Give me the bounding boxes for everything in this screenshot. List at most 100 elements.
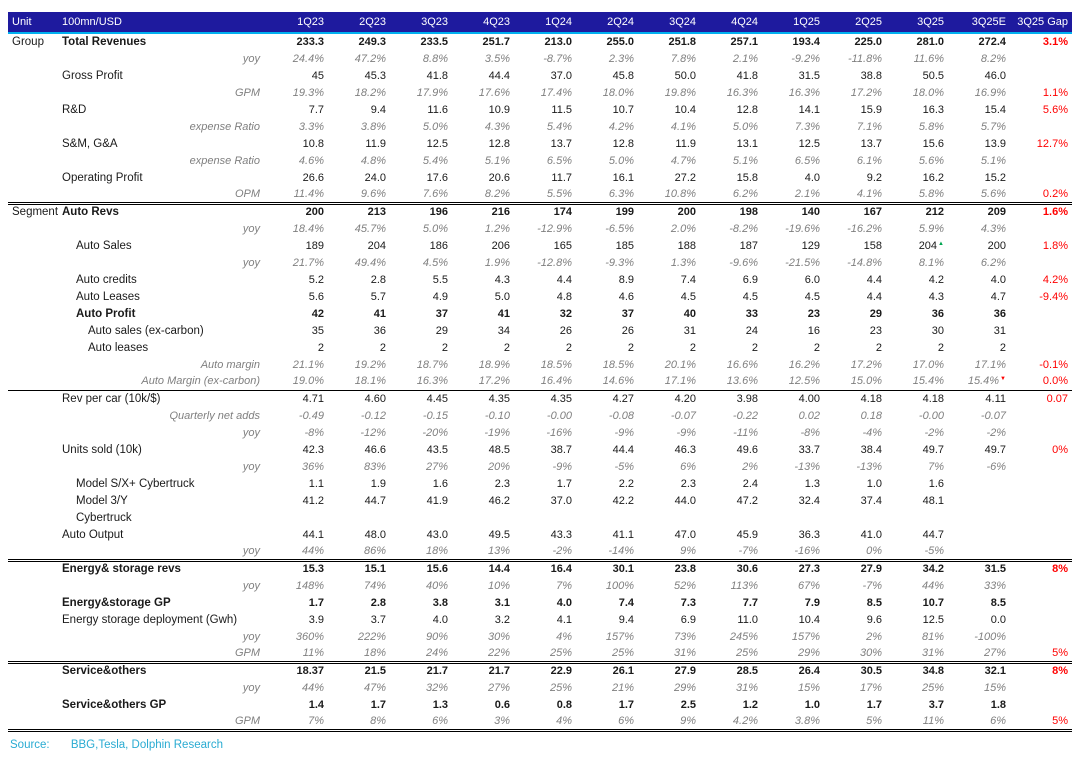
- value-cell: 27%: [487, 681, 510, 694]
- value-cell: 26: [559, 324, 572, 337]
- section-label: [8, 254, 60, 271]
- value-cell: 6.3%: [608, 187, 634, 200]
- value-cell: 8.2%: [484, 187, 510, 200]
- value-cell: 165: [553, 239, 572, 252]
- table-row: yoy 360% 222% 90% 30% 4% 157% 73% 245% 157% 2% 81% -…: [8, 628, 1072, 645]
- value-cell: 18.7%: [416, 358, 448, 371]
- value-cell: 42.3: [302, 443, 324, 456]
- row-label: yoy: [242, 222, 260, 235]
- value-cell: 10.8%: [664, 187, 696, 200]
- value-cell: 41: [497, 307, 510, 320]
- value-cell: 2.3: [494, 477, 510, 490]
- gap-cell: -0.1%: [1039, 358, 1068, 371]
- value-cell: 15.8: [736, 171, 758, 184]
- value-cell: 13.9: [984, 137, 1006, 150]
- table-row: Gross Profit 45 45.3 41.8 44.4 37.0 45.8 50.0 41…: [8, 67, 1072, 84]
- value-cell: 272.4: [978, 36, 1006, 48]
- table-row: Model 3/Y 41.2 44.7 41.9 46.2 37.0 42.2 44.0 47.…: [8, 492, 1072, 509]
- value-cell: 12.8: [736, 103, 758, 116]
- value-cell: -11.8%: [847, 52, 882, 65]
- value-cell: 3.5%: [484, 52, 510, 65]
- value-cell: 4%: [556, 714, 572, 727]
- value-cell: [638, 509, 700, 526]
- table-row: S&M, G&A 10.8 11.9 12.5 12.8 13.7 12.8 11.9 13.1…: [8, 135, 1072, 152]
- value-cell: 5.1%: [732, 154, 758, 167]
- value-cell: 4.1%: [670, 120, 696, 133]
- value-cell: [390, 509, 452, 526]
- value-cell: 27.9: [860, 563, 882, 576]
- value-cell: 16.4: [550, 563, 572, 576]
- value-cell: -0.10: [484, 409, 510, 422]
- value-cell: 2%: [866, 630, 882, 643]
- value-cell: 2: [751, 341, 758, 354]
- value-cell: -8%: [800, 426, 820, 439]
- value-cell: 18.5%: [540, 358, 572, 371]
- row-label: Operating Profit: [62, 171, 143, 184]
- value-cell: 5.6%: [980, 187, 1006, 200]
- gap-cell: [1010, 594, 1072, 611]
- value-cell: 44.0: [674, 494, 696, 507]
- value-cell: -2%: [986, 426, 1006, 439]
- value-cell: 2: [689, 341, 696, 354]
- value-cell: 12.5: [426, 137, 448, 150]
- value-cell: 10.7: [612, 103, 634, 116]
- value-cell: 7%: [308, 714, 324, 727]
- value-cell: 198: [739, 206, 758, 219]
- value-cell: [762, 509, 824, 526]
- value-cell: 27%: [983, 646, 1006, 659]
- section-label: [8, 424, 60, 441]
- gap-cell: 0.2%: [1042, 187, 1068, 200]
- value-cell: 27.2: [674, 171, 696, 184]
- value-cell: 45.9: [736, 528, 758, 541]
- value-cell: 18%: [425, 544, 448, 557]
- section-label: [8, 594, 60, 611]
- value-cell: 1.4: [308, 698, 324, 711]
- value-cell: [948, 543, 1010, 560]
- value-cell: 42: [311, 307, 324, 320]
- value-cell: 257.1: [730, 36, 758, 48]
- value-cell: 86%: [363, 544, 386, 557]
- table-row: yoy 44% 47% 32% 27% 25% 21% 29% 31% 15% 17% 25% 15%: [8, 679, 1072, 696]
- value-cell: 20.1%: [664, 358, 696, 371]
- value-cell: 2.1%: [732, 52, 758, 65]
- value-cell: -7%: [862, 579, 882, 592]
- value-cell: 0.18: [860, 409, 882, 422]
- value-cell: 16.3: [922, 103, 944, 116]
- section-label: [8, 84, 60, 101]
- value-cell: 3.1: [494, 596, 510, 609]
- value-cell: 17.1%: [664, 375, 696, 388]
- gap-cell: [1010, 509, 1072, 526]
- value-cell: 196: [429, 206, 448, 219]
- value-cell: 30: [931, 324, 944, 337]
- value-cell: 44%: [301, 681, 324, 694]
- value-cell: 11.9: [675, 137, 696, 150]
- gap-cell: 8%: [1052, 665, 1068, 678]
- value-cell: 16.2%: [788, 358, 820, 371]
- value-cell: 7.7: [742, 596, 758, 609]
- value-cell: 4.1%: [856, 187, 882, 200]
- value-cell: -21.5%: [785, 256, 820, 269]
- value-cell: 1.3: [804, 477, 820, 490]
- value-cell: 21.7%: [292, 256, 324, 269]
- value-cell: -5%: [924, 544, 944, 557]
- value-cell: -9%: [676, 426, 696, 439]
- value-cell: 1.7: [866, 698, 882, 711]
- value-cell: 7%: [556, 579, 572, 592]
- value-cell: 7.6%: [422, 187, 448, 200]
- section-label: [8, 271, 60, 288]
- value-cell: 23: [869, 324, 882, 337]
- column-header: 4Q24: [700, 12, 762, 34]
- value-cell: 12.8: [488, 137, 510, 150]
- value-cell: 6%: [618, 714, 634, 727]
- value-cell: 10.4: [674, 103, 696, 116]
- value-cell: 204: [367, 239, 386, 252]
- value-cell: 4.00: [798, 392, 820, 405]
- value-cell: 281.0: [916, 36, 944, 48]
- value-cell: 0.6: [494, 698, 510, 711]
- section-label: [8, 135, 60, 152]
- value-cell: -0.22: [732, 409, 758, 422]
- value-cell: 49.7: [984, 443, 1006, 456]
- value-cell: 17.4%: [540, 86, 572, 99]
- value-cell: 4.0: [432, 613, 448, 626]
